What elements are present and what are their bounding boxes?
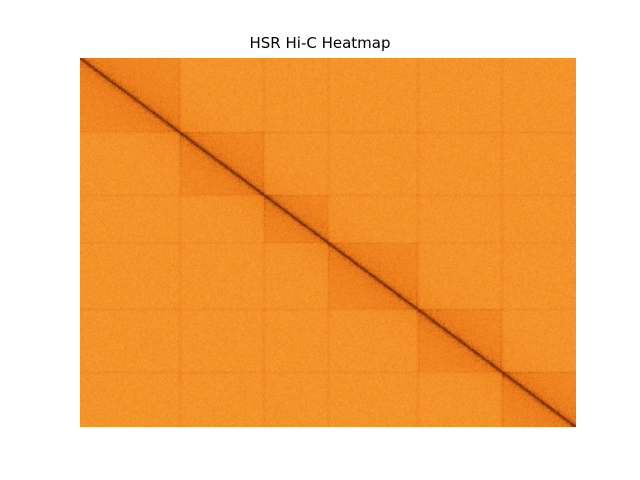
heatmap-plot-area xyxy=(80,58,576,427)
chart-title: HSR Hi-C Heatmap xyxy=(249,34,391,52)
